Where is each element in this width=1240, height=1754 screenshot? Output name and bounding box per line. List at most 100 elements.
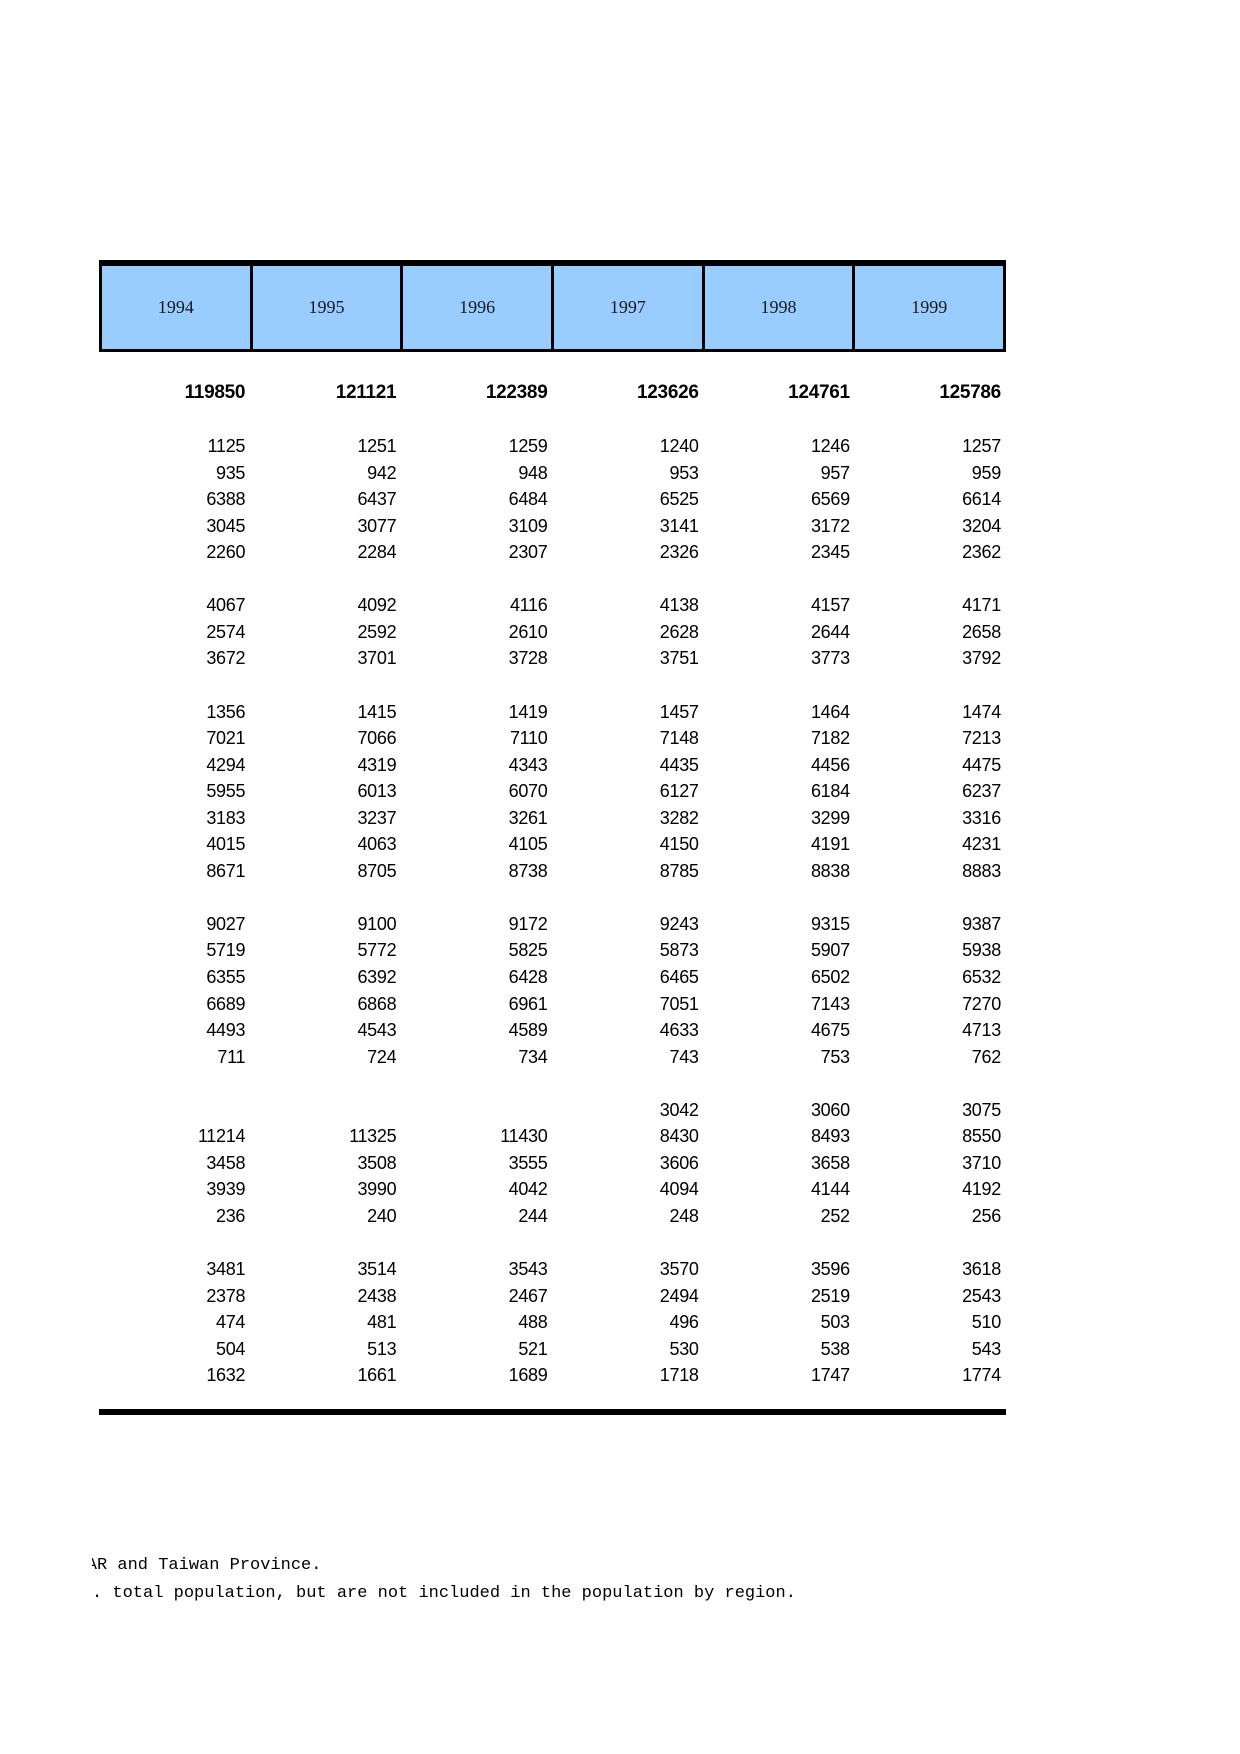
cell-1997: 8785 — [659, 860, 699, 881]
cell-1994: 504 — [216, 1338, 246, 1359]
cell-1998: 252 — [820, 1205, 850, 1226]
cell-1996: 4042 — [508, 1179, 548, 1200]
table-row: 3042 3060 3075 — [99, 1097, 1006, 1124]
cell-1994: 7021 — [206, 728, 246, 749]
cell-1996: 3109 — [508, 515, 548, 536]
spacer-row — [99, 1070, 1006, 1097]
cell-1995: 3237 — [357, 807, 397, 828]
cell-1995: 121121 — [335, 382, 397, 403]
cell-1996: 3261 — [508, 807, 548, 828]
cell-1996: 8738 — [508, 860, 548, 881]
cell-1994: 6689 — [206, 993, 246, 1014]
table-header-row: 1994 1995 1996 1997 1998 1999 — [99, 266, 1007, 352]
cell-1996: 6428 — [508, 967, 548, 988]
table-row: 5955 6013 6070 6127 6184 6237 — [99, 778, 1006, 805]
table-row: 504 513 521 530 538 543 — [99, 1336, 1006, 1363]
cell-1995: 3508 — [357, 1152, 397, 1173]
cell-1999: 2362 — [962, 542, 1001, 563]
spacer-row — [99, 566, 1006, 593]
cell-1997: 123626 — [637, 382, 699, 403]
table-top-rule — [99, 260, 1006, 266]
table-row: 6689 6868 6961 7051 7143 7270 — [99, 991, 1006, 1018]
cell-1998: 1464 — [810, 701, 850, 722]
footnote-line-1: AR and Taiwan Province. — [92, 1556, 321, 1576]
cell-1998: 8493 — [810, 1126, 850, 1147]
table-row: 1632 1661 1689 1718 1747 1774 — [99, 1362, 1006, 1389]
cell-1994: 474 — [216, 1312, 246, 1333]
table-row: 1356 1415 1419 1457 1464 1474 — [99, 699, 1006, 726]
cell-1995: 1415 — [357, 701, 397, 722]
year-header-1998: 1998 — [705, 266, 856, 349]
table-bottom-rule — [99, 1409, 1006, 1415]
clipped-letter: A — [92, 1556, 97, 1576]
table-row: 7021 7066 7110 7148 7182 7213 — [99, 725, 1006, 752]
cell-1999: 3710 — [962, 1152, 1001, 1173]
cell-1996: 948 — [518, 462, 548, 483]
cell-1998: 3773 — [810, 648, 850, 669]
cell-1998: 3299 — [810, 807, 850, 828]
cell-1996: 6484 — [508, 489, 548, 510]
table-row: 11214 11325 11430 8430 8493 8550 — [99, 1123, 1006, 1150]
cell-1998: 8838 — [810, 860, 850, 881]
cell-1997: 248 — [669, 1205, 699, 1226]
cell-1996: 3728 — [508, 648, 548, 669]
cell-1996: 9172 — [508, 913, 548, 934]
cell-1996: 11430 — [500, 1126, 548, 1147]
cell-1997: 953 — [669, 462, 699, 483]
cell-1995: 5772 — [357, 940, 397, 961]
cell-1995: 1661 — [357, 1365, 397, 1386]
cell-1996: 1419 — [508, 701, 548, 722]
cell-1999: 6532 — [962, 967, 1001, 988]
cell-1996: 4105 — [508, 834, 548, 855]
cell-1994: 1632 — [206, 1365, 246, 1386]
cell-1995: 2592 — [357, 621, 397, 642]
cell-1999: 6614 — [962, 489, 1001, 510]
cell-1999: 2658 — [962, 621, 1001, 642]
cell-1996: 4343 — [508, 754, 548, 775]
cell-1995: 4063 — [357, 834, 397, 855]
cell-1998: 753 — [820, 1046, 850, 1067]
cell-1994: 3939 — [206, 1179, 246, 1200]
cell-1994: 4067 — [206, 595, 246, 616]
cell-1998: 3172 — [810, 515, 850, 536]
cell-1998: 2345 — [810, 542, 850, 563]
table-row: 2260 2284 2307 2326 2345 2362 — [99, 539, 1006, 566]
cell-1998: 4144 — [810, 1179, 850, 1200]
cell-1994: 236 — [216, 1205, 246, 1226]
cell-1995: 3077 — [357, 515, 397, 536]
cell-1997: 1718 — [659, 1365, 699, 1386]
cell-1994: 3045 — [206, 515, 246, 536]
cell-1998: 1747 — [810, 1365, 850, 1386]
table-row: 5719 5772 5825 5873 5907 5938 — [99, 937, 1006, 964]
cell-1996: 2610 — [508, 621, 548, 642]
cell-1994: 4493 — [206, 1020, 246, 1041]
cell-1994: 6355 — [206, 967, 246, 988]
cell-1995: 4092 — [357, 595, 397, 616]
table-row: 1125 1251 1259 1240 1246 1257 — [99, 433, 1006, 460]
cell-1996: 1689 — [508, 1365, 548, 1386]
cell-1995: 8705 — [357, 860, 397, 881]
cell-1995: 240 — [367, 1205, 397, 1226]
cell-1999: 1774 — [962, 1365, 1001, 1386]
table-row: 4493 4543 4589 4633 4675 4713 — [99, 1017, 1006, 1044]
cell-1995: 1251 — [357, 436, 397, 457]
cell-1995: 11325 — [349, 1126, 397, 1147]
cell-1995: 724 — [367, 1046, 397, 1067]
total-row: 119850 121121 122389 123626 124761 125786 — [99, 380, 1006, 407]
cell-1994: 1356 — [206, 701, 246, 722]
spacer-row — [99, 407, 1006, 434]
cell-1996: 4116 — [509, 595, 548, 616]
cell-1998: 3596 — [810, 1259, 850, 1280]
cell-1995: 481 — [367, 1312, 397, 1333]
cell-1994: 3481 — [206, 1259, 246, 1280]
cell-1997: 4435 — [659, 754, 699, 775]
cell-1999: 3792 — [962, 648, 1001, 669]
cell-1999: 1474 — [962, 701, 1001, 722]
cell-1999: 125786 — [939, 382, 1001, 403]
table-row: 236 240 244 248 252 256 — [99, 1203, 1006, 1230]
table-row: 4067 4092 4116 4138 4157 4171 — [99, 592, 1006, 619]
cell-1996: 244 — [518, 1205, 548, 1226]
cell-1994: 2378 — [206, 1285, 246, 1306]
cell-1995: 7066 — [357, 728, 397, 749]
